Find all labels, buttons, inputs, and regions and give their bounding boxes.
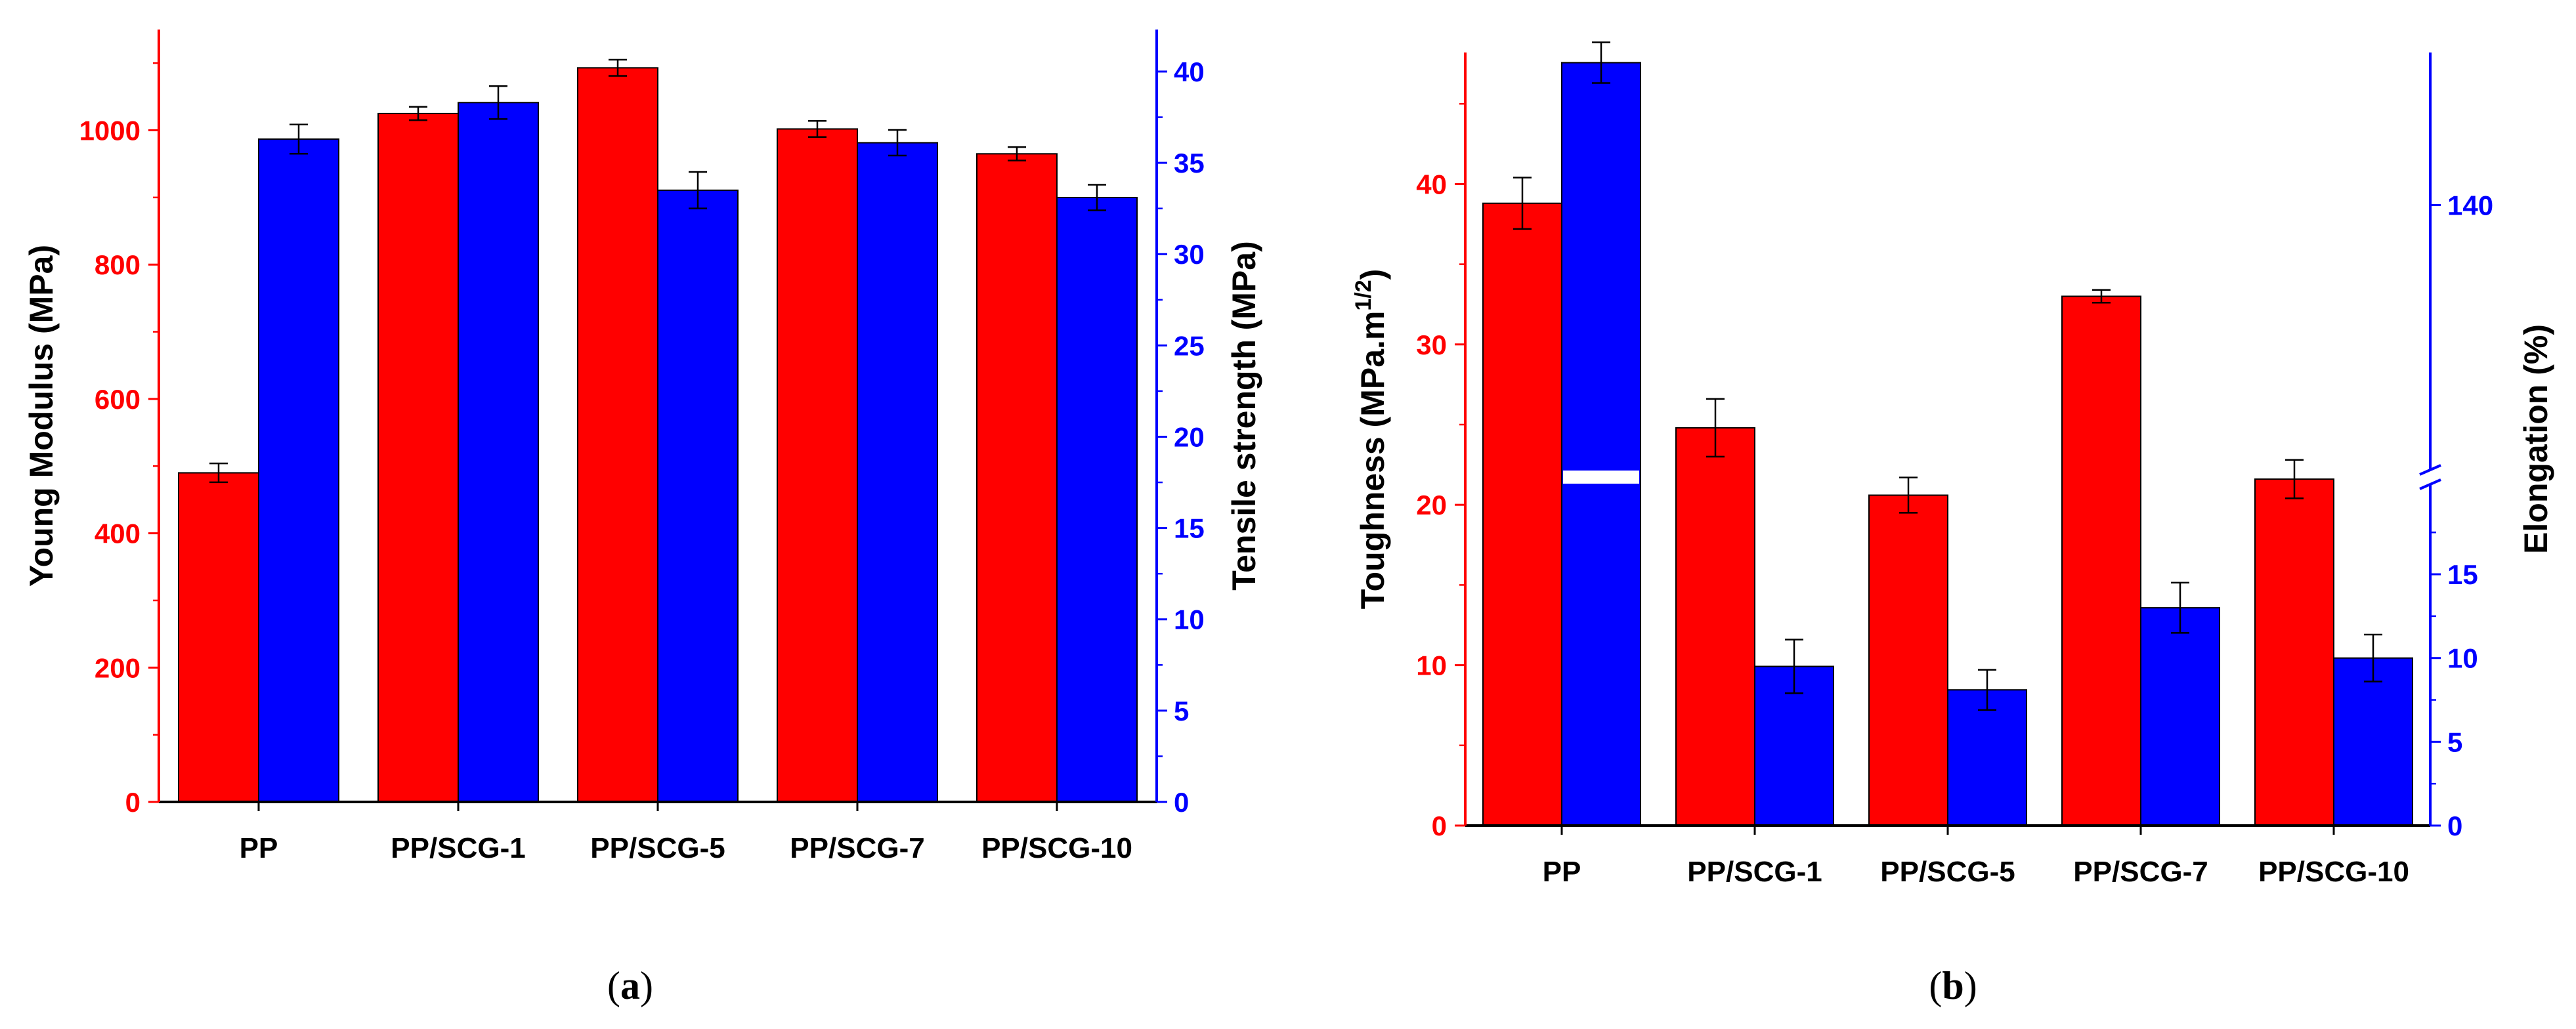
y-left-tick-label: 400 bbox=[95, 518, 140, 549]
y-right-tick-label: 35 bbox=[1174, 148, 1205, 178]
y-left-tick-label: 0 bbox=[125, 787, 140, 818]
panel-b-label-open: ( bbox=[1929, 964, 1942, 1007]
y-left-tick-label: 1000 bbox=[79, 116, 140, 146]
y-right-tick-label: 20 bbox=[1174, 421, 1205, 452]
bar-red bbox=[178, 472, 259, 803]
y-right-tick-label: 30 bbox=[1174, 239, 1205, 270]
y-left-axis-title-end: ) bbox=[1354, 269, 1391, 280]
bar-blue bbox=[857, 142, 938, 803]
panel-a-label: (a) bbox=[607, 964, 653, 1007]
bar-blue bbox=[2140, 607, 2220, 826]
y-right-tick-label: 25 bbox=[1174, 330, 1205, 361]
x-tick-label: PP/SCG-10 bbox=[2258, 856, 2409, 888]
x-tick-label: PP bbox=[1543, 856, 1581, 888]
bar-red bbox=[2254, 478, 2334, 826]
panel-a-label-open: ( bbox=[607, 964, 620, 1007]
y-right-tick-label: 140 bbox=[2447, 190, 2493, 220]
y-right-axis-title: Elongation (%) bbox=[2518, 324, 2554, 554]
bar-blue bbox=[2333, 657, 2413, 827]
x-tick-label: PP/SCG-1 bbox=[1687, 856, 1822, 888]
bar-blue bbox=[458, 102, 539, 803]
y-left-tick-label: 800 bbox=[95, 249, 140, 280]
bar-blue bbox=[1056, 196, 1138, 803]
y-right-tick-label: 5 bbox=[2447, 726, 2462, 757]
axis-break-mark bbox=[2419, 478, 2441, 490]
y-left-tick-label: 20 bbox=[1416, 490, 1447, 520]
bar-red bbox=[2061, 295, 2141, 826]
bar-red bbox=[777, 128, 858, 803]
y-left-axis-title: Young Modulus (MPa) bbox=[23, 245, 60, 587]
bar-blue bbox=[1561, 62, 1641, 827]
bar-red bbox=[1675, 427, 1755, 826]
x-tick-label: PP/SCG-7 bbox=[790, 832, 924, 864]
y-right-tick-label: 0 bbox=[1174, 787, 1189, 818]
panel-b-label-letter: b bbox=[1942, 964, 1964, 1007]
bar-blue bbox=[657, 189, 739, 803]
y-left-tick-label: 200 bbox=[95, 652, 140, 683]
bar-break-gap bbox=[1563, 471, 1639, 484]
y-left-tick-label: 600 bbox=[95, 384, 140, 415]
bar-red bbox=[1868, 494, 1948, 826]
panel-b-label-close: ) bbox=[1964, 964, 1977, 1007]
x-tick-label: PP/SCG-5 bbox=[590, 832, 725, 864]
bar-blue bbox=[1947, 689, 2027, 826]
x-tick-label: PP bbox=[240, 832, 278, 864]
x-tick-label: PP/SCG-10 bbox=[981, 832, 1132, 864]
y-right-tick-label: 5 bbox=[1174, 696, 1189, 726]
y-left-axis-title-main: Toughness (MPa.m bbox=[1354, 311, 1391, 610]
y-left-tick-label: 30 bbox=[1416, 329, 1447, 360]
y-left-tick-label: 0 bbox=[1432, 810, 1447, 841]
y-right-tick-label: 0 bbox=[2447, 810, 2462, 841]
x-tick-label: PP/SCG-5 bbox=[1880, 856, 2015, 888]
panel-a-label-letter: a bbox=[620, 964, 640, 1007]
x-tick-label: PP/SCG-7 bbox=[2073, 856, 2208, 888]
chart-a: PP PP/SCG-1 PP/SCG-5 PP/SCG-7 PP/SCG-1002004… bbox=[23, 30, 1262, 864]
y-right-tick-label: 15 bbox=[2447, 559, 2478, 590]
y-right-tick-label: 40 bbox=[1174, 56, 1205, 87]
y-right-axis-title: Tensile strength (MPa) bbox=[1226, 241, 1262, 590]
y-left-tick-label: 10 bbox=[1416, 650, 1447, 681]
y-left-tick-label: 40 bbox=[1416, 169, 1447, 200]
bar-red bbox=[976, 153, 1058, 803]
panel-b-label: (b) bbox=[1929, 964, 1977, 1007]
y-right-tick-label: 15 bbox=[1174, 513, 1205, 544]
y-left-axis-title-sup: 1/2 bbox=[1351, 280, 1376, 310]
x-tick-label: PP/SCG-1 bbox=[391, 832, 525, 864]
bar-red bbox=[1482, 202, 1562, 826]
y-right-tick-label: 10 bbox=[1174, 604, 1205, 635]
bar-red bbox=[377, 112, 459, 803]
y-right-tick-label: 10 bbox=[2447, 643, 2478, 674]
bar-red bbox=[577, 67, 658, 803]
panel-a-label-close: ) bbox=[640, 964, 653, 1007]
chart-b: PP PP/SCG-1 PP/SCG-5 PP/SCG-7 PP/SCG-10 0 10 20… bbox=[1351, 41, 2554, 888]
bar-blue bbox=[258, 138, 339, 803]
y-left-axis-title: Toughness (MPa.m1/2) bbox=[1351, 269, 1391, 610]
axis-break-mark bbox=[2419, 464, 2441, 476]
